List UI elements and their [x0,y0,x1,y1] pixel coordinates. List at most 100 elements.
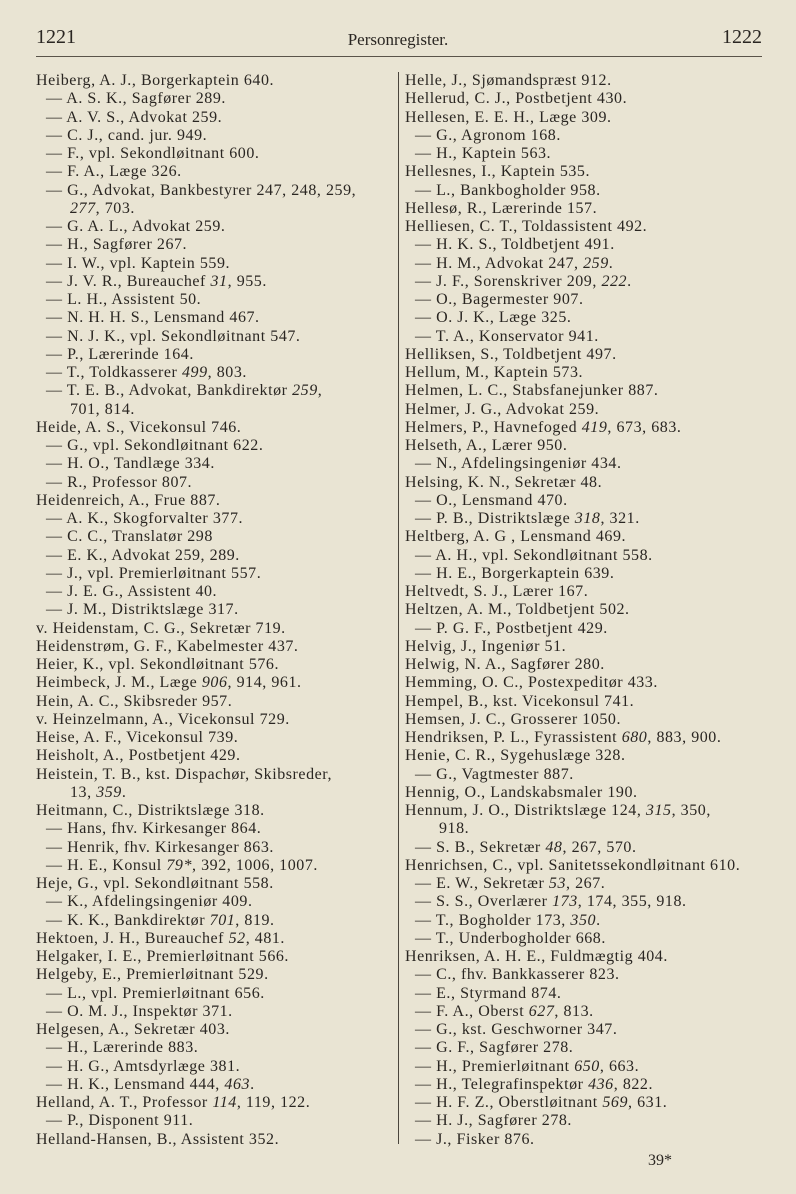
entry-text: Heitmann, C., Distriktslæge 318. [36,802,265,819]
entry-text: Helgaker, I. E., Premierløitnant 566. [36,948,289,965]
entry-text: — J., Fisker 876. [415,1130,535,1148]
entry-text: — P. G. F., Postbetjent 429. [415,619,608,637]
register-entry: Hemsen, J. C., Grosserer 1050. [405,711,790,729]
entry-page-italic: 259 [583,254,609,272]
entry-text: — N. J. K., vpl. Sekondløitnant 547. [46,327,301,345]
register-subentry: — O., Bagermester 907. [405,291,790,309]
register-subentry: — I. W., vpl. Kaptein 559. [36,255,396,273]
entry-text: , 663. [599,1057,640,1075]
entry-text: 918. [439,820,470,838]
entry-text: — P., Disponent 911. [46,1112,194,1130]
entry-text: Heide, A. S., Vicekonsul 746. [36,418,242,436]
register-subentry: — A. S. K., Sagfører 289. [36,90,396,108]
entry-text: Helgesen, A., Sekretær 403. [36,1021,230,1038]
register-entry: Helliksen, S., Toldbetjent 497. [405,346,790,364]
entry-text: — C. C., Translatør 298 [46,528,213,546]
entry-text: — E. K., Advokat 259, 289. [46,546,240,564]
page-number-left: 1221 [36,26,76,48]
entry-text: , 803. [207,364,247,381]
entry-text: Hellesen, E. E. H., Læge 309. [405,108,612,126]
entry-text: Heisholt, A., Postbetjent 429. [36,747,241,765]
register-column-left: Heiberg, A. J., Borgerkaptein 640. — A. S… [36,72,396,1149]
register-entry: Helmers, P., Havnefoged 419, 673, 683. [405,419,790,437]
entry-text: — F. A., Læge 326. [46,163,182,181]
entry-text: Hendriksen, P. L., Fyrassistent [405,729,622,746]
entry-text: Heltzen, A. M., Toldbetjent 502. [405,601,630,619]
entry-text: , 914, 961. [227,674,302,692]
register-entry: Helwig, N. A., Sagfører 280. [405,656,790,674]
register-subentry: — P., Disponent 911. [36,1112,396,1130]
register-entry: Helmen, L. C., Stabsfanejunker 887. [405,382,790,400]
entry-text: — H., Sagfører 267. [46,236,188,254]
entry-text: 13, [70,783,97,801]
entry-text: Helland-Hansen, B., Assistent 352. [36,1130,280,1148]
register-subentry: — L., Bankbogholder 958. [405,182,790,200]
entry-page-italic: 114 [212,1094,237,1111]
register-subentry: — H., Telegrafinspektør 436, 822. [405,1076,790,1094]
entry-text: Hellesø, R., Lærerinde 157. [405,199,598,217]
entry-text: Hennig, O., Landskabsmaler 190. [405,783,638,801]
register-subentry: — C. C., Translatør 298 [36,528,396,546]
entry-text: Hellum, M., Kaptein 573. [405,364,584,381]
entry-page-italic: 359 [96,783,122,801]
entry-page-italic: 53 [548,875,567,892]
entry-text: — O., Lensmand 470. [415,491,568,509]
entry-text: Heltvedt, S. J., Lærer 167. [405,583,589,600]
entry-text: Hellesnes, I., Kaptein 535. [405,163,591,181]
register-entry: v. Heidenstam, C. G., Sekretær 719. [36,620,396,638]
register-entry: Heltvedt, S. J., Lærer 167. [405,583,790,601]
entry-text: Heiberg, A. J., Borgerkaptein 640. [36,72,275,89]
register-entry: Heimbeck, J. M., Læge 906, 914, 961. [36,674,396,692]
register-subentry: — H. M., Advokat 247, 259. [405,255,790,273]
register-subentry: — J. E. G., Assistent 40. [36,583,396,601]
register-subentry: — H. E., Borgerkaptein 639. [405,565,790,583]
register-entry: Heitmann, C., Distriktslæge 318. [36,802,396,820]
entry-text: Helmer, J. G., Advokat 259. [405,400,600,418]
entry-text: — H., Lærerinde 883. [46,1039,199,1057]
register-subentry: — H. E., Konsul 79*, 392, 1006, 1007. [36,857,396,875]
entry-text: — J., vpl. Premierløitnant 557. [46,564,262,582]
entry-text: — O. M. J., Inspektør 371. [46,1002,233,1020]
register-entry: Hellesø, R., Lærerinde 157. [405,200,790,218]
entry-text: Heier, K., vpl. Sekondløitnant 576. [36,656,280,673]
register-entry: Helgaker, I. E., Premierløitnant 566. [36,948,396,966]
entry-text: — A. S. K., Sagfører 289. [46,90,226,108]
entry-text: — E., Styrmand 874. [415,984,562,1002]
entry-text: — G. F., Sagfører 278. [415,1039,574,1057]
entry-text: Hein, A. C., Skibsreder 957. [36,692,233,710]
register-subentry: — H. F. Z., Oberstløitnant 569, 631. [405,1094,790,1112]
register-subentry: — F., vpl. Sekondløitnant 600. [36,145,396,163]
register-subentry: — A. V. S., Advokat 259. [36,109,396,127]
register-subentry: — H., Sagfører 267. [36,236,396,254]
entry-text: — L. H., Assistent 50. [46,291,202,308]
register-subentry: — P., Lærerinde 164. [36,346,396,364]
entry-text: Heidenstrøm, G. F., Kabelmester 437. [36,637,299,655]
entry-text: — T. A., Konservator 941. [415,327,599,345]
entry-text: — L., vpl. Premierløitnant 656. [46,984,265,1002]
entry-text: — N. H. H. S., Lensmand 467. [46,309,260,327]
register-subentry: — G. A. L., Advokat 259. [36,218,396,236]
register-subentry: — A. K., Skogforvalter 377. [36,510,396,528]
register-entry-continuation: 918. [405,820,790,838]
register-subentry: — G., Advokat, Bankbestyrer 247, 248, 25… [36,182,396,200]
entry-text: — H. E., Konsul [46,856,167,874]
entry-page-italic: 315 [645,802,672,819]
register-subentry: — H. J., Sagfører 278. [405,1112,790,1130]
entry-text: Hennum, J. O., Distriktslæge 124, [405,802,646,819]
entry-text: , 481. [245,929,285,947]
register-subentry: — G., Agronom 168. [405,127,790,145]
entry-text: , [317,382,323,400]
entry-text: Henriksen, A. H. E., Fuldmægtig 404. [405,948,668,965]
entry-text: — A. V. S., Advokat 259. [46,108,223,126]
entry-text: — R., Professor 807. [46,473,193,491]
register-entry: Helliesen, C. T., Toldassistent 492. [405,218,790,236]
register-entry-continuation: 277, 703. [36,200,396,218]
entry-text: — G., vpl. Sekondløitnant 622. [46,437,264,454]
entry-text: — S. B., Sekretær [415,838,546,856]
register-entry: Henie, C. R., Sygehuslæge 328. [405,747,790,765]
entry-text: — H. G., Amtsdyrlæge 381. [46,1057,241,1075]
entry-text: , 267. [566,875,606,892]
register-subentry: — H. K., Lensmand 444, 463. [36,1076,396,1094]
entry-text: — H. J., Sagfører 278. [415,1112,572,1130]
register-entry: Heistein, T. B., kst. Dispachør, Skibsre… [36,766,396,784]
